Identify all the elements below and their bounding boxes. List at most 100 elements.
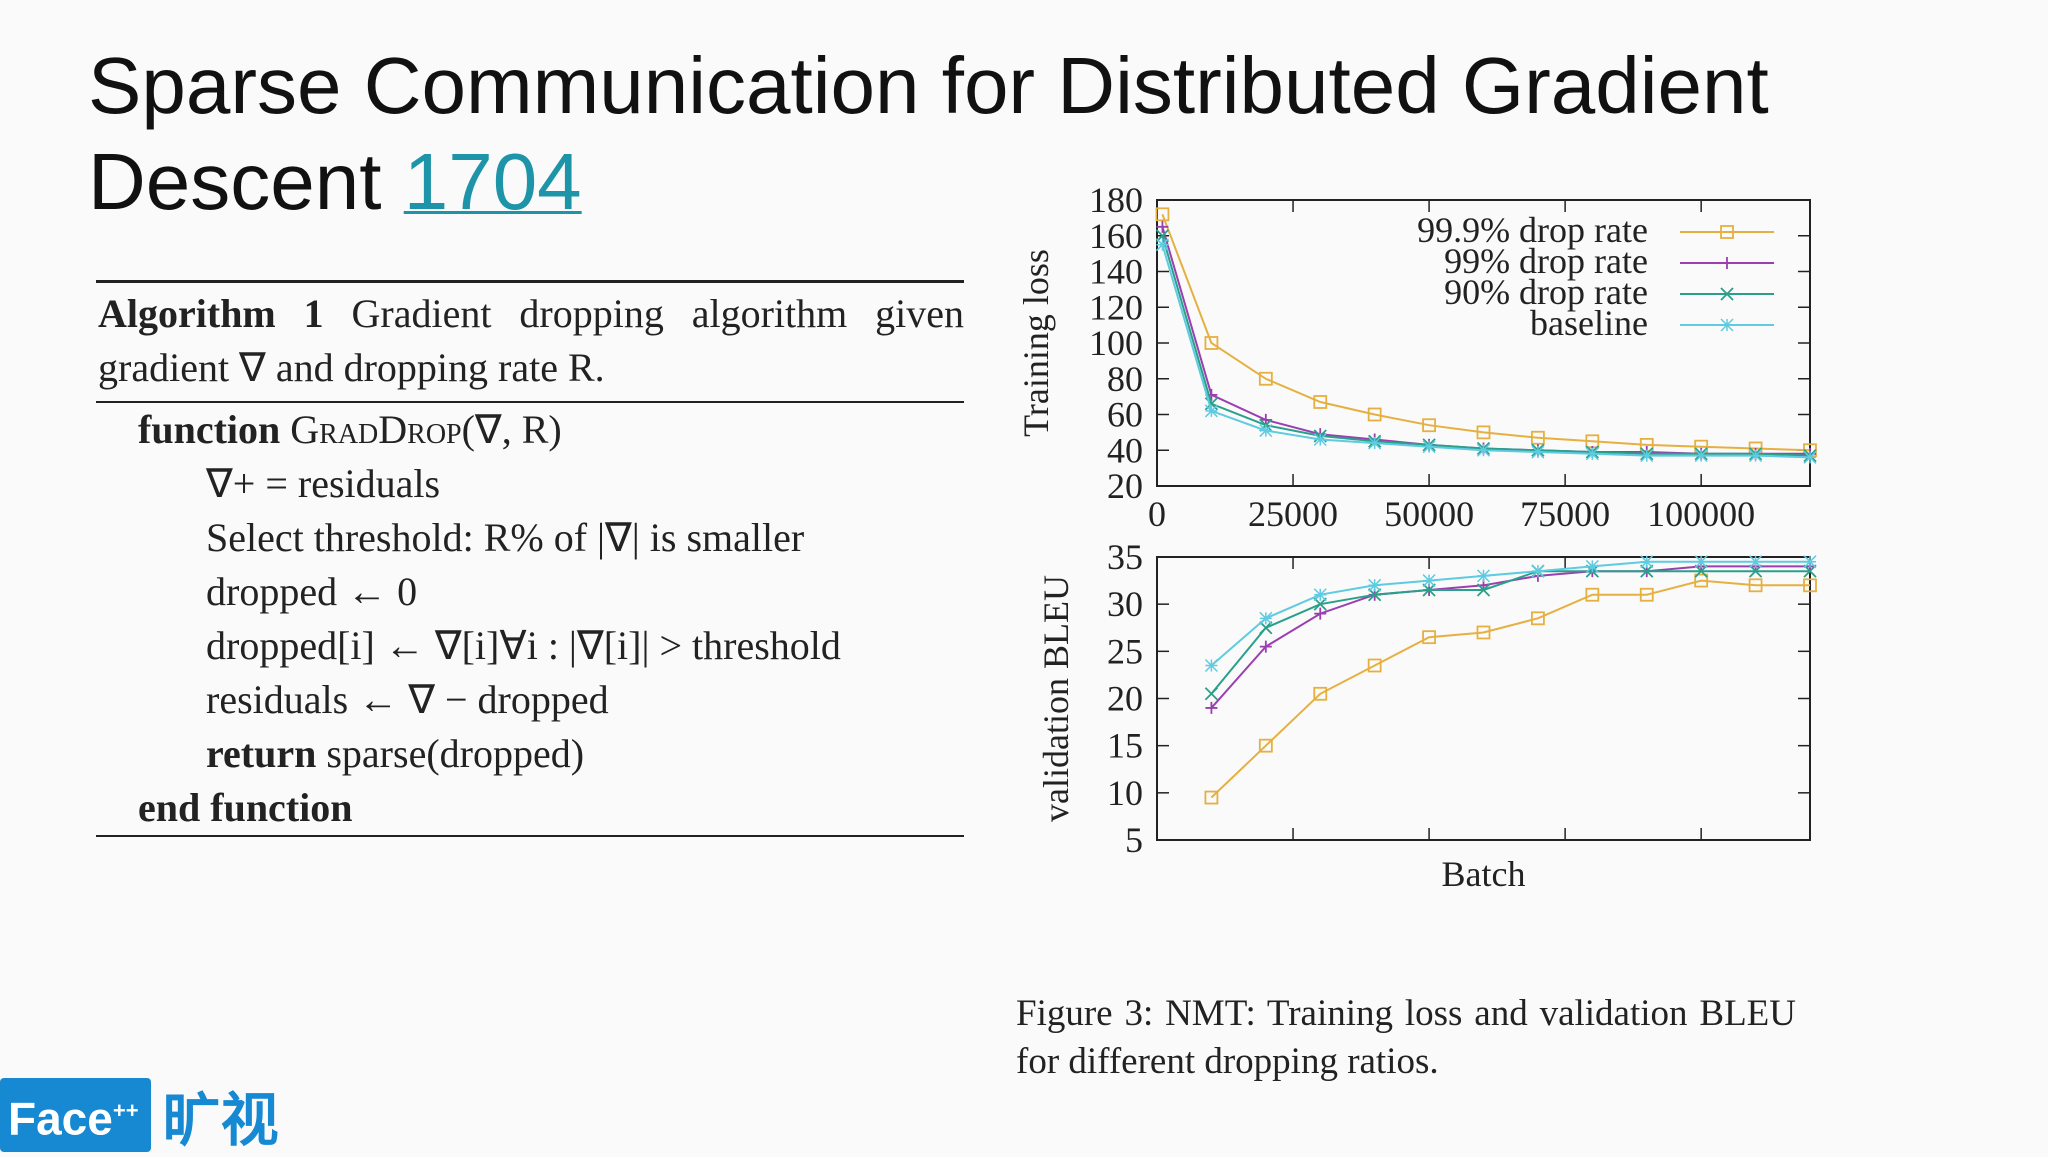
data-point xyxy=(1314,607,1327,620)
data-point xyxy=(1585,559,1599,573)
data-point xyxy=(1259,621,1273,635)
data-point xyxy=(1205,701,1218,714)
figure: 20 40 60 80 100 120 140 160 180 0 25000 50000 75000 1… xyxy=(1000,170,2048,894)
logo-sup: ++ xyxy=(112,1098,139,1124)
data-point xyxy=(1694,573,1709,588)
algorithm-lines: function GradDrop(∇, R) ∇+ = residuals Sel… xyxy=(96,403,964,835)
series-line xyxy=(1210,565,1810,709)
data-point xyxy=(1531,445,1545,459)
logo-cn-text: 旷视 xyxy=(162,1086,279,1154)
data-point xyxy=(1803,578,1817,593)
data-point xyxy=(1585,447,1599,461)
data-point xyxy=(1204,404,1218,418)
y-tick-label: 35 xyxy=(1107,537,1143,577)
data-point xyxy=(1476,625,1491,640)
algorithm-line: dropped[i] ← ∇[i]∀i : |∇[i]| > threshold xyxy=(96,619,964,673)
data-point xyxy=(1531,564,1545,578)
data-point xyxy=(1368,588,1382,602)
data-point xyxy=(1259,424,1273,438)
data-point xyxy=(1639,587,1654,602)
x-tick-label: 100000 xyxy=(1647,494,1755,534)
title-text: Sparse Communication for Distributed Gra… xyxy=(88,41,1769,226)
data-point xyxy=(1422,574,1436,588)
y-tick-label: 100 xyxy=(1089,323,1143,363)
y-axis-label: Training loss xyxy=(1016,249,1056,437)
algorithm-top-rule xyxy=(96,280,964,283)
x-tick-label: 0 xyxy=(1148,494,1166,534)
algorithm-line-text: dropped ← 0 xyxy=(206,569,418,614)
data-point xyxy=(1422,630,1436,645)
data-point xyxy=(1585,587,1600,602)
algorithm-line-text: Select threshold: R% of |∇| is smaller xyxy=(206,515,805,560)
algorithm-line: function GradDrop(∇, R) xyxy=(96,403,964,457)
y-tick-label: 30 xyxy=(1107,584,1143,624)
data-point xyxy=(1694,564,1708,578)
data-point xyxy=(1721,257,1733,269)
y-tick-label: 15 xyxy=(1107,726,1143,766)
data-point xyxy=(1476,443,1491,457)
algorithm-line-text: dropped[i] ← ∇[i]∀i : |∇[i]| > threshold xyxy=(206,623,841,668)
data-point xyxy=(1422,583,1436,597)
series-line xyxy=(1210,560,1810,667)
data-point xyxy=(1720,287,1734,301)
y-tick-label: 180 xyxy=(1089,180,1143,220)
data-point xyxy=(1313,432,1327,447)
data-point xyxy=(1531,611,1545,626)
data-point xyxy=(1694,555,1708,569)
data-point xyxy=(1720,225,1734,239)
y-tick-label: 25 xyxy=(1107,631,1143,671)
algorithm-mid-rule xyxy=(96,401,964,403)
data-point xyxy=(1368,436,1382,450)
data-point xyxy=(1204,336,1219,350)
algorithm-line: end function xyxy=(96,781,964,835)
y-tick-label: 40 xyxy=(1107,430,1143,470)
algorithm-box: Algorithm 1 Gradient dropping algorithm … xyxy=(96,280,964,837)
data-point xyxy=(1313,597,1327,611)
algorithm-keyword: end function xyxy=(138,785,353,830)
data-point xyxy=(1748,578,1763,593)
x-tick-label: 50000 xyxy=(1384,494,1474,534)
data-point xyxy=(1694,449,1708,463)
logo-text: Face xyxy=(8,1092,113,1145)
data-point xyxy=(1155,238,1169,252)
algorithm-line: ∇+ = residuals xyxy=(96,457,964,511)
algorithm-line: residuals ← ∇ − dropped xyxy=(96,673,964,727)
y-tick-label: 5 xyxy=(1125,820,1143,860)
data-point xyxy=(1313,395,1328,409)
legend-label: baseline xyxy=(1530,303,1648,343)
algorithm-line-text: GradDrop(∇, R) xyxy=(290,407,562,452)
data-point xyxy=(1640,449,1654,463)
algorithm-line-text: sparse(dropped) xyxy=(326,731,585,776)
series-line xyxy=(1161,213,1811,452)
data-point xyxy=(1476,425,1491,440)
legend-label: 99% drop rate xyxy=(1444,241,1648,281)
data-point xyxy=(1422,440,1436,454)
data-point xyxy=(1155,207,1170,222)
x-tick-label: 25000 xyxy=(1248,494,1338,534)
data-point xyxy=(1803,555,1817,569)
y-tick-label: 160 xyxy=(1089,216,1143,256)
data-point xyxy=(1749,449,1763,463)
title-link[interactable]: 1704 xyxy=(403,137,582,226)
data-point xyxy=(1748,564,1763,578)
algorithm-keyword: return xyxy=(206,731,317,776)
data-point xyxy=(1368,578,1382,592)
algorithm-line: Select threshold: R% of |∇| is smaller xyxy=(96,511,964,565)
x-axis-label: Batch xyxy=(1442,854,1526,890)
data-point xyxy=(1313,686,1328,701)
data-point xyxy=(1640,564,1654,578)
data-point xyxy=(1531,430,1545,445)
figure-caption: Figure 3: NMT: Training loss and validat… xyxy=(1016,993,1796,1082)
data-point xyxy=(1367,658,1382,673)
data-point xyxy=(1258,738,1273,753)
algorithm-keyword: function xyxy=(138,407,281,452)
y-tick-label: 120 xyxy=(1089,287,1143,327)
algorithm-line: return sparse(dropped) xyxy=(96,727,964,781)
data-point xyxy=(1720,318,1734,332)
data-point xyxy=(1259,413,1272,426)
y-axis-label: validation BLEU xyxy=(1036,575,1076,822)
y-tick-label: 10 xyxy=(1107,773,1143,813)
data-point xyxy=(1476,583,1491,597)
algorithm-label: Algorithm 1 xyxy=(98,291,324,336)
data-point xyxy=(1313,588,1327,602)
